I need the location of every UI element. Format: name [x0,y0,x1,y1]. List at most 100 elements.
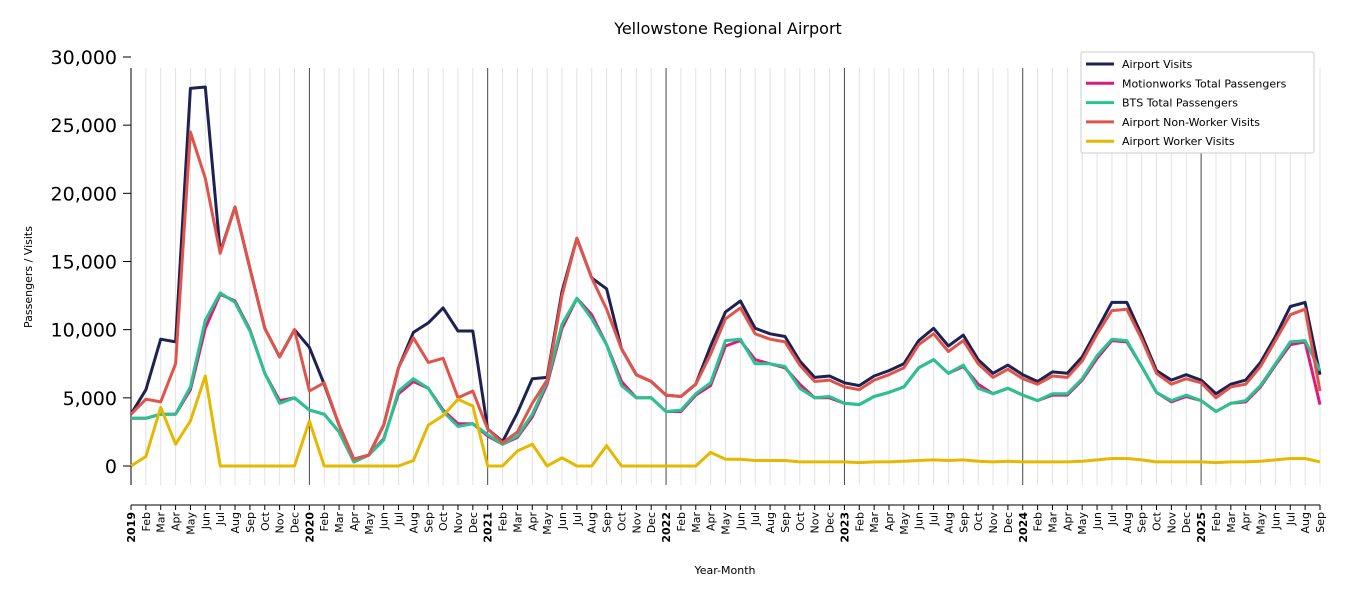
x-tick-label: Mar [155,512,168,533]
x-tick-label: Dec [288,512,301,533]
x-tick-label: Aug [407,512,420,533]
legend-label: BTS Total Passengers [1122,97,1238,110]
x-tick-label: Apr [170,512,183,532]
x-tick-label: May [363,512,376,535]
x-tick-label: May [541,512,554,535]
x-tick-label: Aug [1299,512,1312,533]
x-tick-label: May [898,512,911,535]
x-tick-label: Jul [1284,512,1297,526]
y-tick-label: 10,000 [51,320,117,342]
x-tick-label: Dec [1002,512,1015,533]
x-tick-label: Jun [199,512,212,530]
x-tick-label: 2019 [125,512,138,543]
x-tick-label: Feb [1032,512,1045,531]
series-line-airport-non-worker-visits [129,130,1322,461]
x-tick-label: Nov [987,512,1000,534]
y-tick-label: 25,000 [51,115,117,137]
x-tick-label: Aug [586,512,599,533]
y-tick-label: 20,000 [51,183,117,205]
x-tick-label: Aug [764,512,777,533]
x-tick-label: Sep [957,512,970,533]
series-line-airport-worker-visits [130,374,1321,468]
x-tick-label: Mar [333,512,346,533]
legend-label: Airport Visits [1122,58,1193,71]
x-tick-label: Dec [645,512,658,533]
x-tick-label: Nov [630,512,643,534]
x-tick-label: Mar [1046,512,1059,533]
x-tick-label: Jul [1106,512,1119,526]
x-tick-label: Jul [571,512,584,526]
x-tick-label: May [1255,512,1268,535]
x-tick-label: 2021 [482,512,495,543]
x-tick-label: Apr [883,512,896,532]
x-tick-label: Aug [1121,512,1134,533]
x-tick-label: Sep [422,512,435,533]
x-tick-label: Feb [318,512,331,531]
legend-label: Airport Non-Worker Visits [1122,116,1260,129]
legend-label: Motionworks Total Passengers [1122,77,1287,90]
x-tick-label: Sep [779,512,792,533]
x-tick-label: Mar [1225,512,1238,533]
x-tick-label: Aug [942,512,955,533]
x-tick-label: Oct [794,511,807,531]
x-tick-label: Oct [972,511,985,531]
x-tick-label: Jun [1269,512,1282,530]
x-tick-label: Oct [615,511,628,531]
legend-box [1080,51,1315,154]
x-tick-label: 2022 [660,512,673,543]
x-tick-label: Apr [1061,512,1074,532]
x-tick-label: Apr [705,512,718,532]
x-tick-label: Feb [853,512,866,531]
x-tick-label: Dec [467,512,480,533]
series-line-bts-total-passengers [131,291,1322,464]
x-tick-label: May [184,512,197,535]
x-tick-label: Jun [556,512,569,530]
y-tick-label: 15,000 [51,252,117,274]
x-tick-label: Apr [348,512,361,532]
x-tick-label: Jul [928,512,941,526]
x-axis: 2019 Feb Mar Apr May Jun Jul Aug Sep Oct Nov Dec 202… [125,504,1327,543]
x-tick-label: Jul [749,512,762,526]
x-tick-label: Sep [1314,512,1327,533]
x-tick-label: 2023 [838,512,851,543]
x-tick-label: Sep [1136,512,1149,533]
x-tick-label: Mar [511,512,524,533]
x-tick-label: Jun [1091,512,1104,530]
x-tick-label: Oct [259,511,272,531]
x-tick-label: Aug [229,512,242,533]
x-tick-label: Apr [526,512,539,532]
x-tick-label: Nov [452,512,465,534]
x-tick-label: Nov [1165,512,1178,534]
x-tick-label: Feb [497,512,510,531]
y-tick-label: 5,000 [63,388,117,410]
x-tick-label: 2025 [1195,512,1208,543]
y-tick-label: 0 [105,456,117,478]
series-lines [129,85,1322,468]
x-tick-label: Mar [690,512,703,533]
x-tick-label: Nov [809,512,822,534]
x-tick-label: Feb [675,512,688,531]
x-axis-label: Year-Month [693,564,755,577]
x-tick-label: Oct [437,511,450,531]
x-tick-label: Apr [1240,512,1253,532]
x-tick-label: Jun [734,512,747,530]
x-tick-label: Sep [601,512,614,533]
x-tick-label: Sep [244,512,257,533]
x-tick-label: Dec [824,512,837,533]
x-tick-label: Jun [913,512,926,530]
x-tick-label: Jul [393,512,406,526]
x-tick-label: Dec [1180,512,1193,533]
x-tick-label: Nov [274,512,287,534]
x-tick-label: May [720,512,733,535]
x-tick-label: Feb [1210,512,1223,531]
x-tick-label: Jun [378,512,391,530]
x-tick-label: Feb [140,512,153,531]
x-tick-label: Mar [868,512,881,533]
legend: Airport Visits Motionworks Total Passenge… [1080,51,1315,154]
x-tick-label: Oct [1151,511,1164,531]
legend-label: Airport Worker Visits [1122,135,1235,148]
grid-lines [145,68,1321,485]
y-tick-label: 30,000 [51,47,117,69]
x-tick-label: Jul [214,512,227,526]
